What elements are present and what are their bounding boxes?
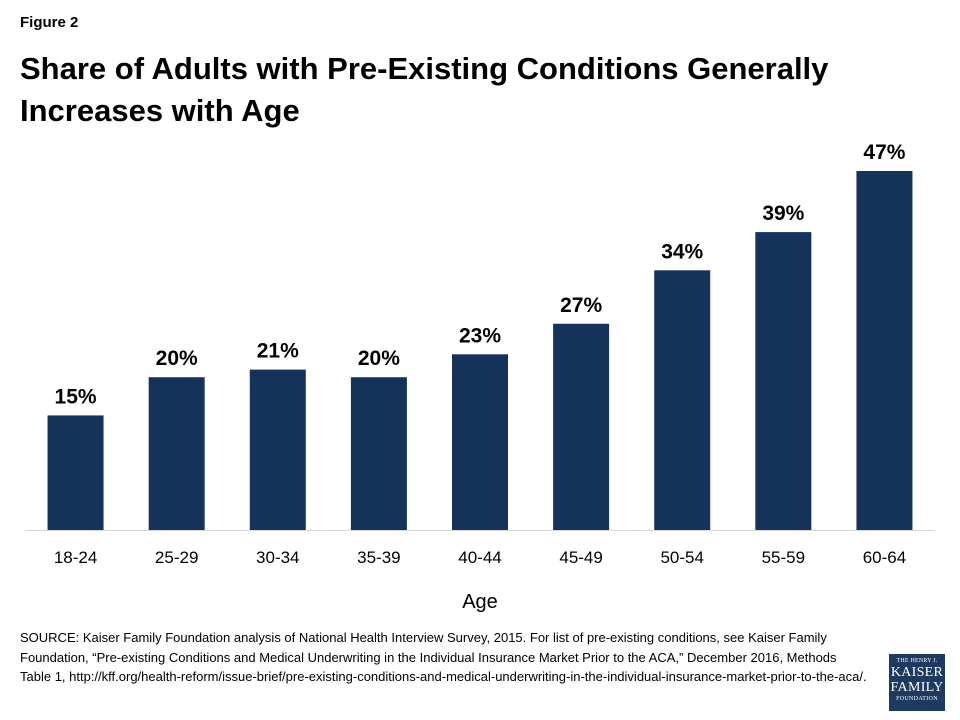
data-label-18-24: 15%	[55, 385, 97, 408]
x-tick-label-55-59: 55-59	[762, 548, 805, 567]
logo-line-4: FOUNDATION	[896, 696, 938, 702]
source-note: SOURCE: Kaiser Family Foundation analysi…	[20, 630, 867, 684]
x-tick-label-18-24: 18-24	[54, 548, 97, 567]
bar-45-49	[553, 323, 610, 530]
bar-55-59	[755, 232, 812, 530]
data-label-50-54: 34%	[661, 240, 703, 263]
bar-40-44	[452, 354, 508, 530]
kff-logo: THE HENRY J. KAISER FAMILY FOUNDATION	[889, 654, 945, 711]
x-tick-label-30-34: 30-34	[256, 548, 299, 567]
data-label-60-64: 47%	[863, 141, 905, 164]
x-tick-label-25-29: 25-29	[155, 548, 198, 567]
x-tick-label-35-39: 35-39	[357, 548, 400, 567]
data-label-55-59: 39%	[762, 202, 804, 225]
bar-18-24	[47, 415, 104, 530]
data-label-35-39: 20%	[358, 347, 400, 370]
chart-title: Share of Adults with Pre-Existing Condit…	[20, 51, 829, 128]
x-tick-label-50-54: 50-54	[660, 548, 703, 567]
logo-line-3: FAMILY	[890, 680, 944, 695]
data-label-45-49: 27%	[560, 294, 602, 317]
x-tick-label-40-44: 40-44	[458, 548, 501, 567]
bar-25-29	[148, 377, 205, 530]
logo-line-2: KAISER	[890, 665, 944, 680]
x-tick-label-60-64: 60-64	[863, 548, 906, 567]
data-label-30-34: 21%	[257, 340, 299, 363]
logo-line-1: THE HENRY J.	[896, 658, 938, 664]
data-label-25-29: 20%	[156, 347, 198, 370]
bar-35-39	[350, 377, 407, 530]
x-tick-label-45-49: 45-49	[559, 548, 602, 567]
bar-60-64	[856, 171, 913, 530]
x-axis-label: Age	[462, 591, 498, 613]
bar-chart: 15% 18-24 20% 25-29 21% 30-34 20% 35-39 23% 40-44…	[25, 141, 935, 613]
bar-30-34	[249, 369, 306, 530]
bar-50-54	[654, 270, 711, 530]
data-label-40-44: 23%	[459, 324, 501, 347]
figure-label: Figure 2	[20, 14, 79, 31]
